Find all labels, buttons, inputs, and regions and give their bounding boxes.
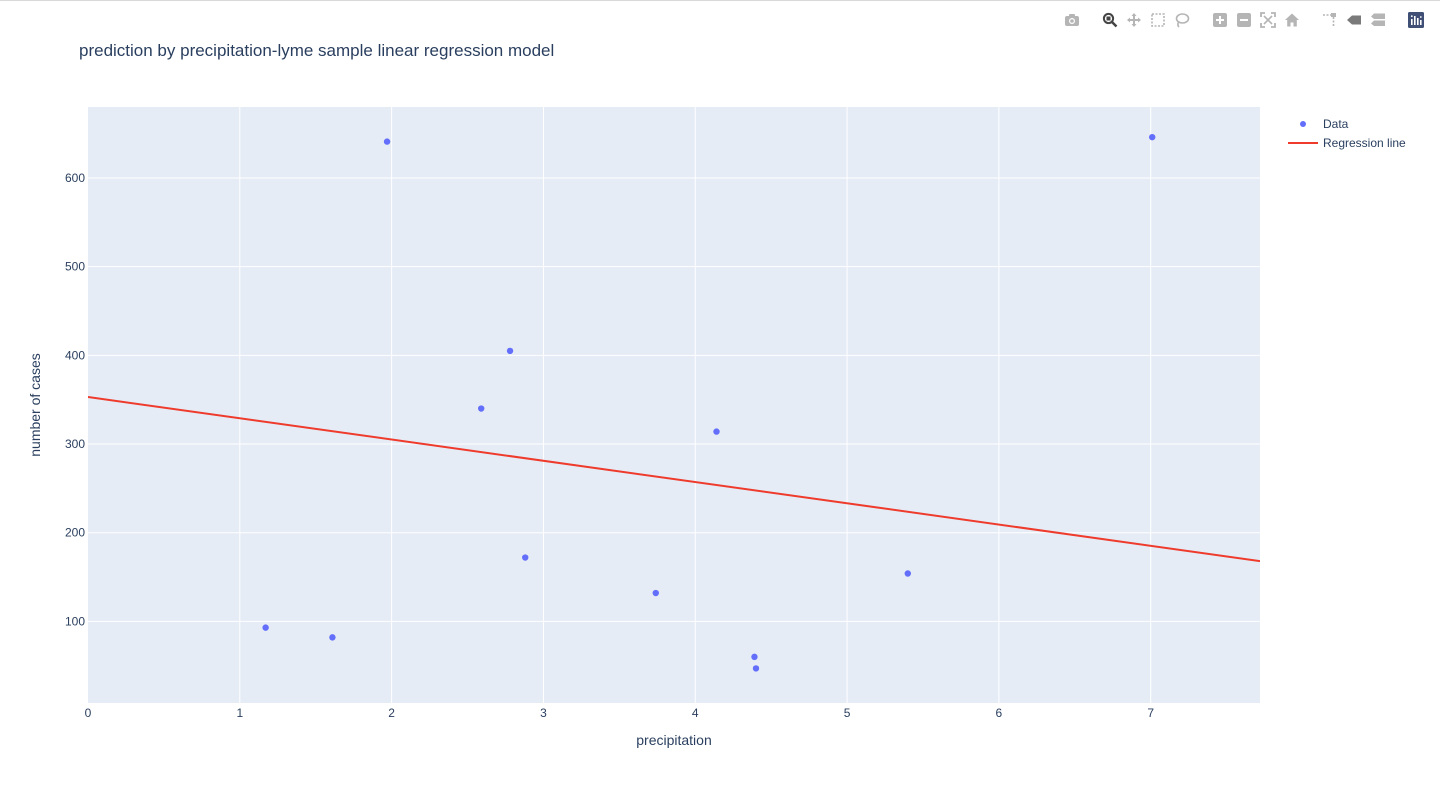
legend-item-data[interactable]: Data [1288,114,1406,133]
data-point[interactable] [904,570,911,577]
modebar-group [1318,11,1390,29]
data-point[interactable] [329,634,336,641]
data-point[interactable] [751,653,758,661]
x-tick-label: 3 [540,706,547,720]
data-point[interactable] [262,624,269,631]
data-point[interactable] [506,347,514,355]
data-point[interactable] [652,589,659,597]
y-axis-title: number of cases [27,353,43,457]
x-tick-label: 5 [844,706,851,720]
top-border [0,0,1440,1]
modebar-group [1404,11,1428,29]
y-tick-label: 100 [65,614,85,628]
chart-title: prediction by precipitation-lyme sample … [79,41,555,60]
box-select-icon[interactable] [1149,11,1167,29]
hover-closest-icon[interactable] [1345,11,1363,29]
lasso-select-icon[interactable] [1173,11,1191,29]
data-point[interactable] [477,405,485,412]
x-tick-label: 6 [996,706,1003,720]
modebar-group [1208,11,1304,29]
zoom-out-icon[interactable] [1235,11,1253,29]
spike-lines-icon[interactable] [1321,11,1339,29]
data-point[interactable] [752,665,760,672]
x-tick-label: 1 [236,706,243,720]
x-tick-label: 0 [85,706,92,720]
legend-swatch-data [1288,117,1318,131]
y-tick-label: 600 [65,171,85,185]
modebar-group [1098,11,1194,29]
legend-label-data: Data [1323,116,1349,131]
x-tick-label: 4 [692,706,699,720]
legend-swatch-regression-line [1288,136,1318,150]
autoscale-icon[interactable] [1259,11,1277,29]
legend-item-regression-line[interactable]: Regression line [1288,133,1406,152]
zoom-in-icon[interactable] [1211,11,1229,29]
data-point[interactable] [1149,133,1156,141]
y-tick-label: 400 [65,348,85,362]
x-axis-title: precipitation [636,732,712,748]
data-point[interactable] [713,428,720,435]
camera-icon[interactable] [1063,11,1081,29]
y-tick-label: 300 [65,437,85,451]
y-tick-label: 200 [65,526,85,540]
plotly-logo-icon[interactable] [1407,11,1425,29]
reset-axes-icon[interactable] [1283,11,1301,29]
data-point[interactable] [522,554,529,561]
data-point[interactable] [383,138,391,145]
x-tick-label: 2 [388,706,395,720]
x-tick-label: 7 [1147,706,1154,720]
plot-area[interactable] [88,107,1260,703]
modebar-group [1060,11,1084,29]
y-tick-label: 500 [65,260,85,274]
legend: Data Regression line [1288,114,1406,152]
modebar [1046,9,1428,31]
zoom-icon[interactable] [1101,11,1119,29]
regression-line[interactable] [88,396,1260,563]
pan-icon[interactable] [1125,11,1143,29]
legend-label-regression-line: Regression line [1323,135,1406,150]
hover-compare-icon[interactable] [1369,11,1387,29]
